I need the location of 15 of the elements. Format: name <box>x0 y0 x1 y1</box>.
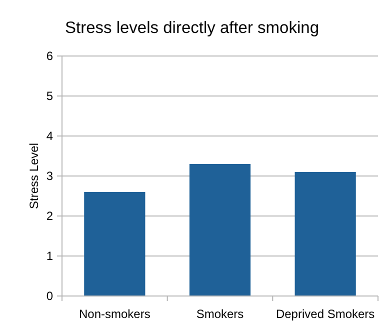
x-tick-label: Deprived Smokers <box>276 307 375 321</box>
bar <box>294 172 356 296</box>
y-tick-label: 2 <box>46 209 54 224</box>
y-axis-title: Stress Level <box>27 142 41 210</box>
bar <box>189 164 251 296</box>
chart-title: Stress levels directly after smoking <box>65 19 320 37</box>
y-tick-label: 5 <box>46 89 54 104</box>
x-tick-label: Non-smokers <box>78 307 150 321</box>
y-tick-label: 6 <box>46 49 54 64</box>
x-tick-label: Smokers <box>196 307 244 321</box>
y-tick-label: 4 <box>46 129 54 144</box>
y-tick-label: 3 <box>46 169 54 184</box>
bar <box>84 192 146 296</box>
y-tick-label: 0 <box>46 289 54 304</box>
y-tick-label: 1 <box>46 249 54 264</box>
